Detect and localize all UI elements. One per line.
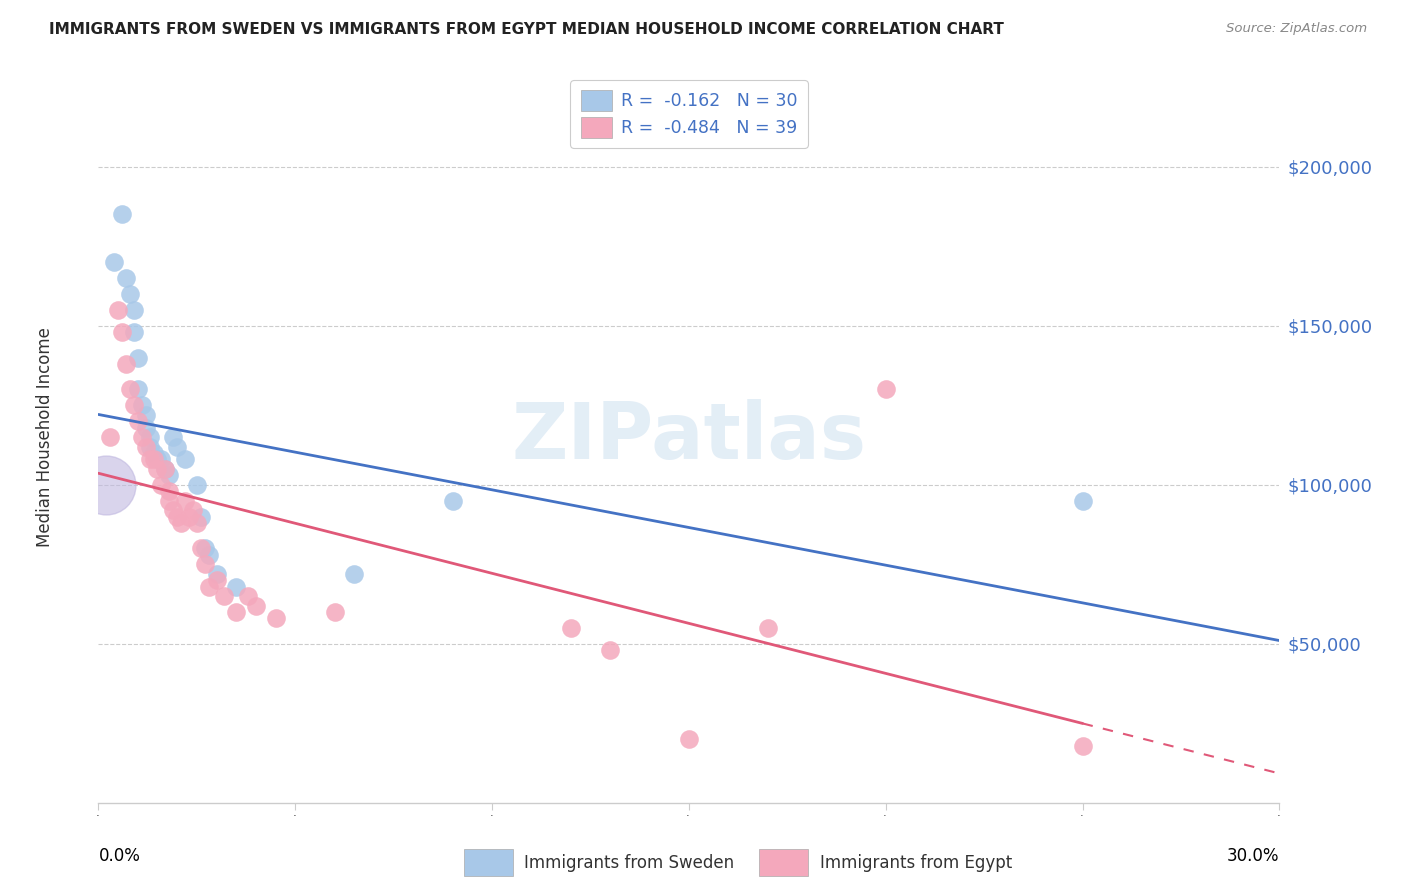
Point	[678, 732, 700, 747]
Point	[190, 541, 212, 556]
Point	[142, 452, 165, 467]
Point	[166, 440, 188, 454]
Point	[174, 452, 197, 467]
Point	[127, 414, 149, 428]
Legend: R =  -0.162   N = 30, R =  -0.484   N = 39: R = -0.162 N = 30, R = -0.484 N = 39	[571, 80, 807, 148]
Point	[146, 462, 169, 476]
Point	[138, 430, 160, 444]
Point	[162, 503, 184, 517]
Point	[122, 325, 145, 339]
Point	[194, 541, 217, 556]
Point	[756, 621, 779, 635]
Point	[115, 271, 138, 285]
Point	[197, 548, 219, 562]
Point	[205, 573, 228, 587]
Point	[103, 255, 125, 269]
Point	[127, 383, 149, 397]
Point	[214, 589, 236, 603]
Point	[186, 516, 208, 530]
Point	[111, 325, 134, 339]
Point	[225, 580, 247, 594]
Point	[205, 566, 228, 581]
Point	[599, 643, 621, 657]
Point	[122, 302, 145, 317]
Point	[98, 430, 121, 444]
Text: ZIPatlas: ZIPatlas	[512, 399, 866, 475]
Point	[157, 493, 180, 508]
Point	[122, 398, 145, 412]
Point	[111, 207, 134, 221]
Point	[150, 477, 173, 491]
Point	[157, 484, 180, 499]
Point	[560, 621, 582, 635]
Text: Immigrants from Egypt: Immigrants from Egypt	[820, 854, 1012, 871]
Point	[96, 477, 118, 491]
Point	[177, 509, 200, 524]
Point	[197, 580, 219, 594]
Point	[131, 398, 153, 412]
Point	[118, 287, 141, 301]
Point	[194, 558, 217, 572]
Text: IMMIGRANTS FROM SWEDEN VS IMMIGRANTS FROM EGYPT MEDIAN HOUSEHOLD INCOME CORRELAT: IMMIGRANTS FROM SWEDEN VS IMMIGRANTS FRO…	[49, 22, 1004, 37]
Point	[138, 452, 160, 467]
Point	[135, 440, 157, 454]
Point	[245, 599, 267, 613]
Point	[146, 452, 169, 467]
Point	[150, 452, 173, 467]
Point	[170, 516, 193, 530]
Point	[107, 302, 129, 317]
Point	[441, 493, 464, 508]
Point	[142, 446, 165, 460]
Point	[131, 430, 153, 444]
Point	[190, 509, 212, 524]
Point	[135, 420, 157, 434]
Point	[875, 383, 897, 397]
Point	[155, 462, 177, 476]
Text: Immigrants from Sweden: Immigrants from Sweden	[524, 854, 734, 871]
Text: Source: ZipAtlas.com: Source: ZipAtlas.com	[1226, 22, 1367, 36]
Point	[115, 357, 138, 371]
Point	[323, 605, 346, 619]
Point	[138, 440, 160, 454]
Point	[166, 509, 188, 524]
Text: 30.0%: 30.0%	[1227, 847, 1279, 865]
Point	[264, 611, 287, 625]
Point	[157, 468, 180, 483]
Point	[181, 503, 204, 517]
Point	[1071, 739, 1094, 753]
Point	[155, 462, 177, 476]
Point	[135, 408, 157, 422]
Point	[1071, 493, 1094, 508]
Point	[236, 589, 259, 603]
Point	[162, 430, 184, 444]
Point	[118, 383, 141, 397]
Point	[127, 351, 149, 365]
Point	[343, 566, 366, 581]
Point	[225, 605, 247, 619]
Text: 0.0%: 0.0%	[98, 847, 141, 865]
Text: Median Household Income: Median Household Income	[37, 327, 55, 547]
Point	[174, 493, 197, 508]
Point	[186, 477, 208, 491]
